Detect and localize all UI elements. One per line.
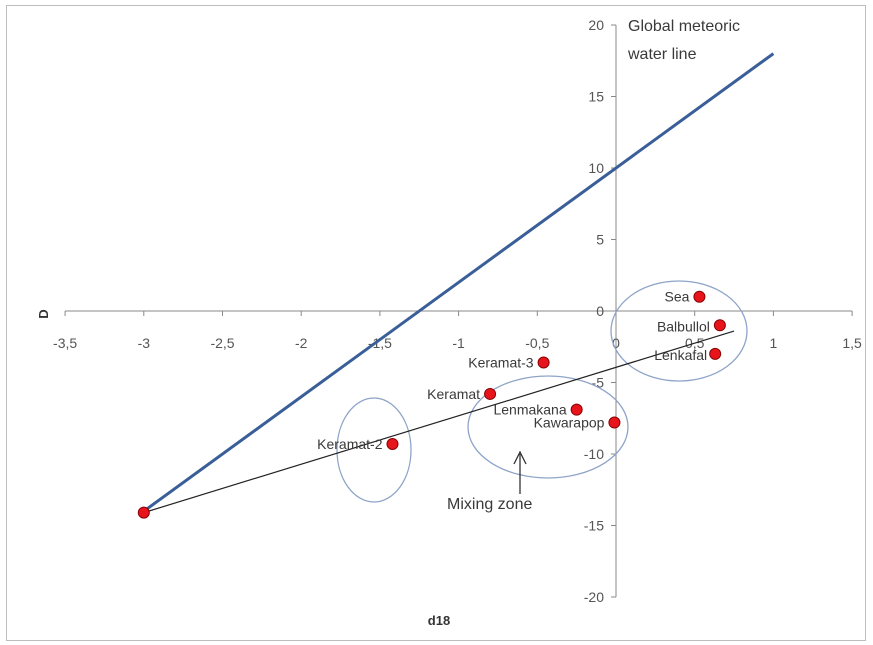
point-label: Keramat xyxy=(427,386,480,402)
x-tick-label: -1 xyxy=(452,335,465,351)
y-tick-label: 10 xyxy=(588,160,604,176)
point-labels: Sea Balbullol Lenkafal Keramat-3 Keramat Lenm… xyxy=(317,289,710,452)
mixing-zone-arrow xyxy=(513,450,527,494)
point-label: Balbullol xyxy=(657,318,710,334)
y-tick-label: 5 xyxy=(596,232,604,248)
data-point xyxy=(608,416,621,429)
mixing-zone-label: Mixing zone xyxy=(447,496,532,513)
x-tick-label: -0,5 xyxy=(525,335,549,351)
y-tick-label: -5 xyxy=(592,375,605,391)
data-point xyxy=(570,403,583,416)
series-lines xyxy=(142,52,775,514)
data-point xyxy=(709,347,722,360)
x-tick-label: -2,5 xyxy=(210,335,234,351)
y-tick-label: 20 xyxy=(588,17,604,33)
data-point xyxy=(537,356,550,369)
keramat2-ellipse xyxy=(336,397,412,503)
data-point xyxy=(693,290,706,303)
chart-frame: -3,5-3-2,5-2-1,5-1-0,500,511,520151050-5… xyxy=(6,5,866,641)
scatter-chart: -3,5-3-2,5-2-1,5-1-0,500,511,520151050-5… xyxy=(36,17,862,628)
x-tick-label: -1,5 xyxy=(368,335,392,351)
y-axis-title: D xyxy=(36,309,51,318)
gmwl-label-line2: water line xyxy=(627,46,697,63)
point-label: Sea xyxy=(665,289,690,305)
data-point xyxy=(386,437,399,450)
x-tick-label: 1,5 xyxy=(842,335,862,351)
data-point xyxy=(137,506,150,519)
y-tick-label: -15 xyxy=(584,518,604,534)
gmwl-label-line1: Global meteoric xyxy=(628,18,740,35)
gmwl-line xyxy=(142,52,775,513)
mixing-line xyxy=(143,330,735,514)
y-tick-label: 15 xyxy=(588,89,604,105)
mixing-group-ellipse xyxy=(467,375,629,479)
point-label: Keramat-2 xyxy=(317,436,383,452)
axes xyxy=(64,24,853,598)
x-tick-label: -3,5 xyxy=(53,335,77,351)
data-point xyxy=(484,387,497,400)
x-tick-label: 1 xyxy=(770,335,778,351)
point-label: Lenmakana xyxy=(493,402,566,418)
y-tick-label: 0 xyxy=(596,303,604,319)
point-label: Keramat-3 xyxy=(468,354,534,370)
point-label: Lenkafal xyxy=(654,347,707,363)
data-point xyxy=(713,319,726,332)
y-tick-label: -10 xyxy=(584,446,604,462)
data-points xyxy=(137,290,726,519)
x-tick-label: -3 xyxy=(138,335,151,351)
x-tick-label: 0 xyxy=(612,335,620,351)
sea-group-ellipse xyxy=(610,280,748,382)
tick-labels: -3,5-3-2,5-2-1,5-1-0,500,511,520151050-5… xyxy=(53,17,862,605)
x-tick-label: -2 xyxy=(295,335,308,351)
y-tick-label: -20 xyxy=(584,589,604,605)
point-label: Kawarapop xyxy=(534,415,605,431)
x-axis-title: d18 xyxy=(428,613,450,628)
group-ellipses xyxy=(336,280,748,503)
